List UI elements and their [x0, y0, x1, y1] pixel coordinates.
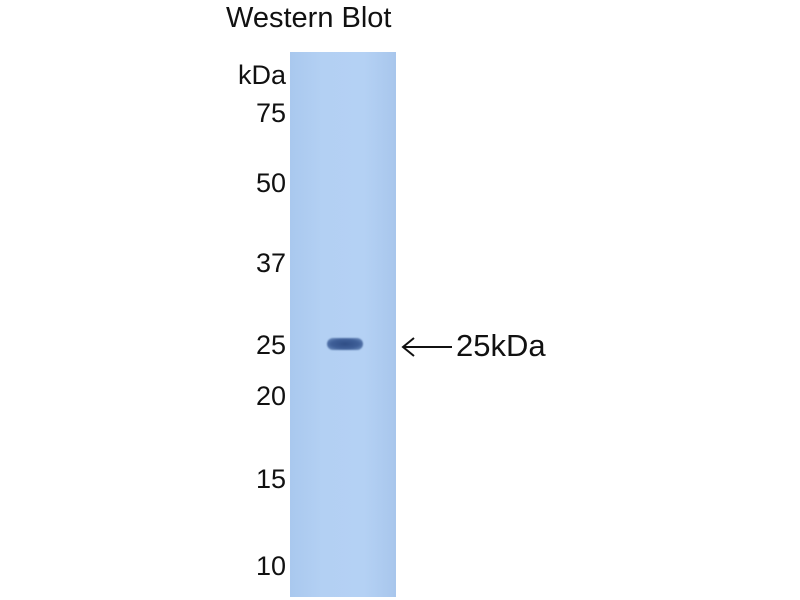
figure-title: Western Blot [226, 2, 392, 34]
blot-lane [290, 52, 396, 597]
marker-20: 20 [255, 381, 286, 411]
unit-label: kDa [237, 60, 286, 90]
arrow-left-icon [401, 337, 452, 357]
marker-50: 50 [255, 168, 286, 198]
protein-band [327, 338, 363, 350]
marker-10: 10 [255, 551, 286, 581]
band-size-label: 25kDa [456, 328, 546, 363]
marker-75: 75 [255, 98, 286, 128]
marker-25: 25 [255, 330, 286, 360]
marker-37: 37 [255, 248, 286, 278]
marker-15: 15 [255, 464, 286, 494]
